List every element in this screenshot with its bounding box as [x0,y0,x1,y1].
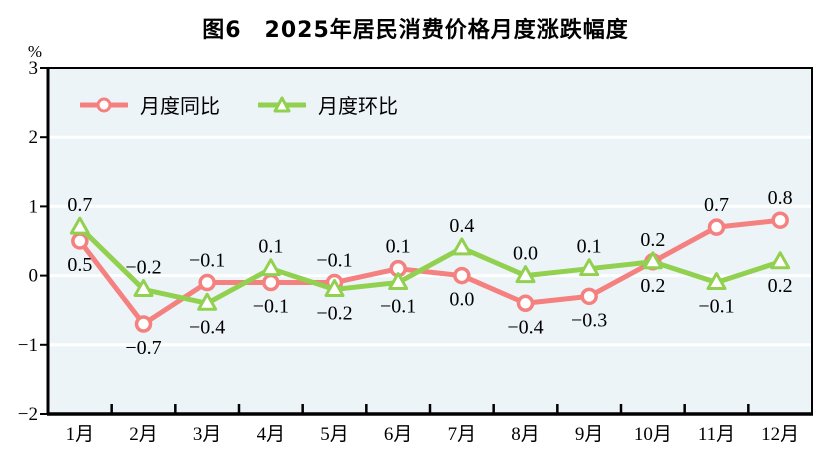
data-label: −0.1 [698,296,734,318]
data-label: 0.0 [513,243,538,265]
data-point-triangle[interactable] [642,251,663,270]
data-label: −0.3 [571,309,607,331]
data-point-triangle[interactable] [706,272,727,291]
data-point-circle[interactable] [771,211,789,229]
chart-title: 图6 2025年居民消费价格月度涨跌幅度 [202,18,629,43]
data-point-circle[interactable] [134,315,153,333]
data-point-triangle[interactable] [197,292,218,311]
x-category-label: 7月 [448,424,477,445]
data-point-circle[interactable] [580,287,598,306]
data-point-triangle[interactable] [451,237,472,256]
data-label: −0.1 [316,250,352,272]
legend-marker-circle-icon [80,97,128,112]
data-point-circle[interactable] [198,273,216,292]
data-label: −0.4 [507,316,543,338]
x-category-label: 3月 [193,424,222,445]
y-tick-label: −1 [18,335,38,356]
x-category-label: 8月 [511,424,540,445]
data-label: 0.8 [768,187,793,209]
x-category-label: 12月 [761,424,799,445]
legend-circle-glyph [96,97,112,112]
plot-area [48,68,812,414]
data-label: 0.7 [704,194,729,216]
data-point-circle[interactable] [453,266,471,285]
x-category-label: 11月 [698,424,735,445]
data-point-triangle[interactable] [324,278,345,297]
x-category-label: 10月 [634,424,672,445]
legend-label-yoy: 月度同比 [140,96,220,118]
legend-item-mom[interactable]: 月度环比 [258,90,398,119]
data-point-circle[interactable] [71,232,89,250]
legend-triangle-glyph [273,96,291,112]
y-tick-label: 1 [29,196,39,217]
data-point-triangle[interactable] [69,216,90,235]
unit-label: % [28,42,42,61]
data-point-triangle[interactable] [260,258,281,277]
data-label: −0.1 [253,296,289,318]
x-category-label: 5月 [320,424,349,445]
data-label: 0.7 [67,194,92,216]
data-point-triangle[interactable] [515,265,536,284]
x-category-label: 1月 [66,424,95,445]
data-label: 0.2 [640,275,665,297]
data-label: 0.1 [386,236,411,258]
data-point-triangle[interactable] [133,278,154,297]
data-label: −0.1 [189,250,225,272]
legend-marker-triangle-icon [258,96,306,112]
data-label: 0.0 [449,289,474,311]
data-label: 0.4 [449,215,474,237]
data-label: −0.7 [125,337,161,359]
series-line-circle [77,217,783,327]
data-point-triangle[interactable] [770,251,791,270]
data-label: −0.1 [380,296,416,318]
data-label: −0.2 [125,256,161,278]
y-tick-label: 3 [29,58,39,79]
y-tick-label: 0 [29,266,39,287]
data-label: −0.4 [189,316,225,338]
y-tick-label: −2 [18,404,38,425]
x-category-label: 2月 [129,424,158,445]
x-category-label: 9月 [575,424,604,445]
legend-item-yoy[interactable]: 月度同比 [80,90,220,119]
data-point-triangle[interactable] [579,258,600,277]
legend: 月度同比 月度环比 [80,90,398,119]
data-point-triangle[interactable] [388,272,409,291]
x-category-label: 6月 [384,424,413,445]
data-point-circle[interactable] [262,273,280,292]
data-label: 0.1 [577,236,602,258]
series-line-triangle [77,224,783,306]
x-category-label: 4月 [257,424,286,445]
data-point-circle[interactable] [707,218,726,236]
data-label: −0.2 [316,302,352,324]
y-tick-label: 2 [29,127,39,148]
data-label: 0.2 [768,275,793,297]
data-label: 0.1 [258,236,283,258]
data-label: 0.5 [67,254,92,276]
data-label: 0.2 [640,229,665,251]
legend-label-mom: 月度环比 [318,96,398,118]
data-point-circle[interactable] [516,294,535,313]
